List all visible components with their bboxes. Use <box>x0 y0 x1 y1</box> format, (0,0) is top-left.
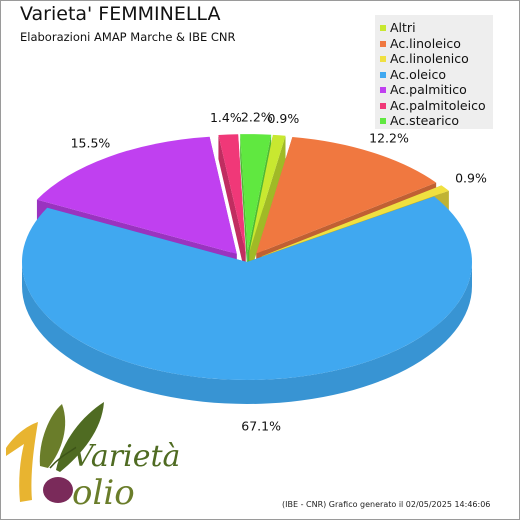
legend-swatch <box>380 102 386 109</box>
footer-note: (IBE - CNR) Grafico generato il 02/05/20… <box>282 500 491 509</box>
pie-slice-side-ac-oleico <box>22 262 472 404</box>
pie-slice-ac-palmitico[interactable] <box>36 136 237 254</box>
legend-swatch <box>380 118 386 124</box>
pie-label-ac-palmitoleico: 1.4% <box>210 110 242 125</box>
legend-label: Ac.linolenico <box>390 51 469 66</box>
pie-slice-face-1-altri <box>249 135 286 277</box>
pie-label-ac-linoleico: 12.2% <box>369 130 409 145</box>
pie-label-ac-linolenico: 0.9% <box>455 171 487 186</box>
legend-label: Ac.palmitoleico <box>390 97 486 113</box>
legend-label: Ac.oleico <box>390 66 446 82</box>
varieta-olio-logo: Varietà olio <box>6 402 180 513</box>
pie-label-ac-stearico: 2.2% <box>241 110 273 125</box>
legend-label: Ac.linoleico <box>390 35 461 51</box>
legend-label: Ac.palmitico <box>390 82 467 97</box>
pie-slice-ac-linoleico[interactable] <box>256 137 437 254</box>
pie-slice-altri[interactable] <box>249 134 286 253</box>
legend-label: Ac.stearico <box>390 113 460 128</box>
legend-label: Altri <box>390 20 416 35</box>
pie-label-ac-oleico: 67.1% <box>241 418 281 433</box>
legend-swatch <box>380 87 386 93</box>
pie-slice-ac-stearico[interactable] <box>240 134 272 253</box>
chart-title: Varieta' FEMMINELLA <box>20 3 221 25</box>
legend-swatch <box>380 40 386 47</box>
legend-swatch <box>380 71 386 78</box>
pie-slice-ac-linolenico[interactable] <box>261 185 449 257</box>
olive-leaves-icon <box>39 402 104 472</box>
pie-label-ac-palmitico: 15.5% <box>71 135 111 150</box>
pie-slice-ac-palmitoleico[interactable] <box>218 134 246 253</box>
number-one-mark <box>6 422 73 503</box>
pie-label-altri: 0.9% <box>268 111 300 126</box>
logo-text-olio: olio <box>72 473 135 513</box>
chart-subtitle: Elaborazioni AMAP Marche & IBE CNR <box>20 30 236 44</box>
pie-slice-face-0-ac-palmitoleico <box>218 134 246 277</box>
legend-swatch <box>380 25 386 31</box>
legend: Altri Ac.linoleico Ac.linolenico Ac.oleico A… <box>375 15 493 129</box>
logo-text-varieta: Varietà <box>72 439 180 474</box>
pie-slice-face-0-ac-stearico <box>240 134 248 277</box>
pie-slice-ac-oleico[interactable] <box>22 196 472 380</box>
legend-swatch <box>380 56 386 62</box>
